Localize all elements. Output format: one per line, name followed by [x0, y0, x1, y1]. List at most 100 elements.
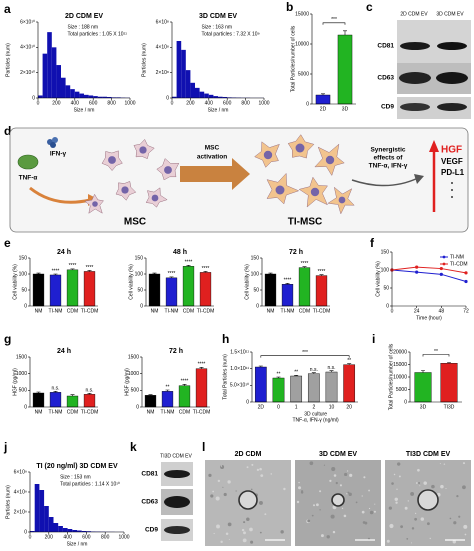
x-axis-label: Size / nm [208, 107, 229, 113]
histogram-bar [176, 41, 182, 98]
chart-title: 24 h [57, 348, 71, 355]
lane-label: TI3D CDM EV [160, 453, 192, 459]
histogram-bar [42, 53, 48, 98]
texture [241, 528, 245, 532]
point [439, 266, 443, 271]
texture [246, 517, 250, 521]
texture [443, 463, 446, 465]
texture [259, 531, 262, 534]
y-tick-label: 1.5×10¹¹ [230, 349, 249, 355]
texture [368, 489, 370, 492]
dot [451, 196, 453, 198]
nucleus [108, 156, 116, 164]
nucleus [275, 185, 285, 195]
bar [144, 395, 157, 408]
texture [367, 537, 371, 540]
texture [335, 481, 338, 485]
effect-label: TNF-α, IFN-γ [369, 163, 408, 170]
y-axis-label: Cell viability (%) [12, 264, 18, 300]
x-tick-label: 200 [45, 534, 54, 540]
x-tick-label: CDM [299, 308, 310, 314]
y-tick-label: 4×10⁸ [156, 45, 169, 51]
x-tick-label: 1000 [258, 100, 269, 106]
texture [251, 463, 254, 466]
texture [452, 540, 457, 544]
error-bar [203, 271, 208, 273]
histogram-bar [74, 91, 80, 98]
x-tick-label: 200 [52, 100, 61, 106]
histogram-bar [58, 526, 63, 532]
error-bar [165, 389, 170, 392]
texture [260, 474, 264, 478]
histogram-bar [48, 517, 54, 532]
diagram: TNF-α IFN-γ MSC MSC activation TI-MSC Sy… [9, 127, 469, 233]
texture [323, 464, 326, 466]
y-tick-label: 100 [19, 271, 28, 277]
annotation: Size : 153 nm [60, 474, 91, 480]
texture [329, 479, 332, 482]
y-tick-label: 4×10¹⁰ [20, 45, 35, 51]
texture [208, 473, 212, 477]
texture [393, 473, 396, 476]
texture [249, 527, 253, 532]
histogram-bar [53, 523, 59, 532]
texture [368, 507, 371, 510]
y-axis-label: Cell viability (%) [244, 264, 250, 300]
x-tick-label: TI-CDM [81, 409, 99, 415]
blot-band [164, 526, 190, 534]
x-tick-label: CDM [183, 308, 194, 314]
texture [395, 501, 398, 504]
error-bar [148, 394, 153, 396]
histogram-bar [227, 97, 232, 98]
bar [254, 366, 267, 403]
histogram-bar [218, 96, 223, 98]
y-tick-label: 20000 [393, 349, 407, 355]
x-tick-label: TI-NM [165, 308, 179, 314]
x-tick-label: TI-CDM [313, 308, 331, 314]
lane-label: 2D CDM EV [400, 11, 428, 17]
texture [283, 487, 286, 491]
x-tick-label: 0 [171, 100, 174, 106]
vesicle [417, 489, 439, 511]
x-tick-label: CDM [179, 409, 190, 415]
y-tick-label: 6×10⁸ [156, 19, 169, 25]
annotation: Size : 163 nm [201, 24, 232, 30]
x-tick-label: 800 [241, 100, 250, 106]
texture [411, 542, 413, 544]
bar [199, 272, 212, 307]
panel-letter: j [3, 440, 7, 454]
texture [429, 537, 431, 540]
marker-label: CD63 [141, 499, 158, 506]
texture [346, 470, 349, 472]
texture [445, 488, 447, 490]
x-tick-label: 600 [82, 534, 91, 540]
texture [361, 495, 363, 497]
micrograph-title: 2D CDM [235, 451, 262, 458]
western-blot: TI3D CDM EV CD81 CD63 CD9 [141, 453, 193, 541]
x-tick-label: CDM [67, 308, 78, 314]
y-tick-label: 0 [306, 101, 309, 107]
bar [178, 385, 191, 408]
blot-band [400, 103, 430, 111]
x-tick-label: NM [267, 308, 275, 314]
texture [259, 467, 262, 471]
texture [344, 472, 348, 477]
x-tick-label: 600 [223, 100, 232, 106]
marker-label: CD63 [377, 75, 394, 82]
vesicle [331, 493, 345, 507]
y-axis-label: Cell viability (%) [128, 264, 134, 300]
x-tick-label: 2D [258, 404, 265, 410]
bar [148, 273, 161, 307]
y-tick-label: 10000 [393, 374, 407, 380]
x-tick-label: 10 [329, 404, 335, 410]
y-tick-label: 0 [24, 404, 27, 410]
chart-title: 3D CDM EV [199, 13, 237, 20]
texture [227, 480, 231, 484]
annotation: Total particles : 1.05 X 10¹¹ [67, 31, 127, 37]
texture [330, 514, 335, 519]
histogram-bar [56, 65, 61, 98]
error-bar [70, 394, 75, 396]
histogram-bar [204, 93, 209, 98]
texture [213, 532, 215, 535]
x-tick-label: 0 [29, 534, 32, 540]
